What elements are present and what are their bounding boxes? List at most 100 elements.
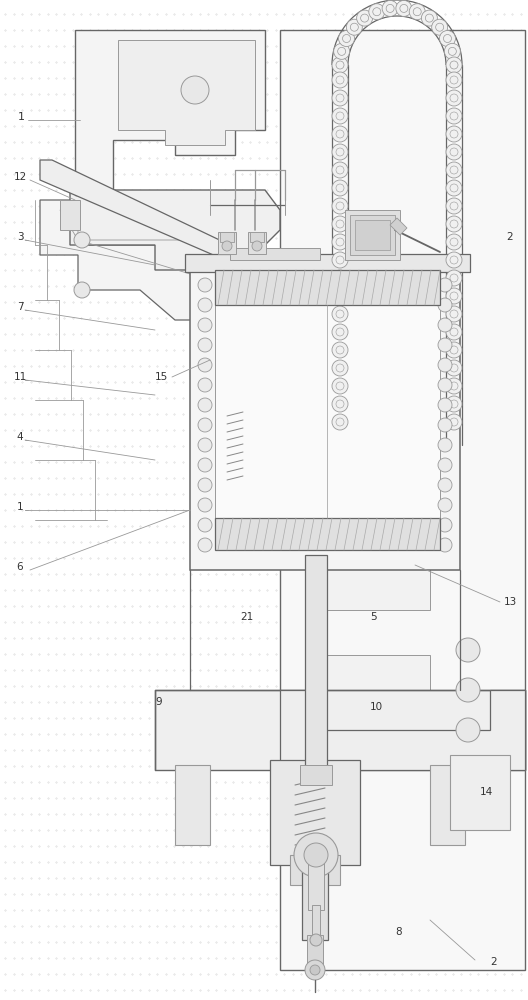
Circle shape [310, 934, 322, 946]
Circle shape [446, 414, 462, 430]
Circle shape [332, 270, 348, 286]
Circle shape [198, 478, 212, 492]
Text: 14: 14 [480, 787, 493, 797]
Bar [250, 232, 264, 242]
Circle shape [198, 538, 212, 552]
Circle shape [438, 458, 452, 472]
Circle shape [438, 438, 452, 452]
Bar [270, 760, 360, 865]
Bar [215, 305, 440, 518]
Bar [312, 905, 320, 935]
Circle shape [438, 538, 452, 552]
Circle shape [456, 718, 480, 742]
Circle shape [438, 278, 452, 292]
Circle shape [438, 378, 452, 392]
Circle shape [446, 378, 462, 394]
Circle shape [198, 318, 212, 332]
Bar [155, 690, 525, 770]
Circle shape [409, 4, 425, 20]
Circle shape [446, 57, 462, 73]
Circle shape [310, 965, 320, 975]
Circle shape [446, 108, 462, 124]
Circle shape [382, 0, 398, 16]
Circle shape [446, 126, 462, 142]
Circle shape [446, 252, 462, 268]
Text: 5: 5 [370, 612, 376, 622]
Bar [215, 518, 440, 550]
Circle shape [74, 232, 90, 248]
Bar [290, 855, 340, 885]
Circle shape [446, 288, 462, 304]
Circle shape [332, 180, 348, 196]
Circle shape [332, 57, 348, 73]
Circle shape [332, 324, 348, 340]
Circle shape [396, 0, 412, 16]
Circle shape [356, 10, 373, 26]
Circle shape [456, 638, 480, 662]
Bar [310, 390, 430, 470]
Circle shape [332, 288, 348, 304]
Circle shape [198, 518, 212, 532]
Polygon shape [280, 690, 525, 770]
Circle shape [305, 960, 325, 980]
Bar [185, 254, 470, 272]
Circle shape [446, 360, 462, 376]
Circle shape [304, 843, 328, 867]
Bar [190, 260, 460, 570]
Circle shape [446, 306, 462, 322]
Circle shape [332, 234, 348, 250]
Bar [300, 765, 332, 785]
Text: 1: 1 [18, 112, 25, 122]
Circle shape [346, 19, 362, 35]
Polygon shape [70, 190, 280, 270]
Text: 12: 12 [13, 172, 26, 182]
Bar [215, 270, 440, 305]
Text: 11: 11 [13, 372, 26, 382]
Circle shape [332, 90, 348, 106]
Bar [248, 232, 266, 254]
Polygon shape [40, 200, 280, 320]
Text: 2: 2 [490, 957, 497, 967]
Bar [175, 765, 210, 845]
Text: 21: 21 [240, 612, 253, 622]
Circle shape [334, 43, 350, 59]
Text: 9: 9 [155, 697, 162, 707]
Bar [230, 248, 320, 260]
Bar [218, 232, 236, 254]
Circle shape [338, 31, 354, 47]
Bar [310, 515, 430, 610]
Circle shape [222, 241, 232, 251]
Circle shape [438, 478, 452, 492]
Bar [355, 220, 390, 250]
Circle shape [198, 458, 212, 472]
Circle shape [446, 72, 462, 88]
Text: 10: 10 [370, 702, 383, 712]
Circle shape [438, 298, 452, 312]
Circle shape [438, 498, 452, 512]
Circle shape [198, 338, 212, 352]
Circle shape [446, 324, 462, 340]
Circle shape [332, 162, 348, 178]
Text: 6: 6 [17, 562, 23, 572]
Circle shape [446, 198, 462, 214]
Circle shape [332, 378, 348, 394]
Circle shape [446, 90, 462, 106]
Text: 15: 15 [155, 372, 168, 382]
Bar [220, 232, 234, 242]
Circle shape [332, 360, 348, 376]
Bar [350, 215, 395, 255]
Circle shape [198, 358, 212, 372]
Circle shape [438, 518, 452, 532]
Circle shape [332, 414, 348, 430]
Circle shape [198, 298, 212, 312]
Circle shape [332, 144, 348, 160]
Circle shape [446, 144, 462, 160]
Circle shape [332, 198, 348, 214]
Circle shape [439, 31, 456, 47]
Text: 2: 2 [507, 232, 513, 242]
Circle shape [181, 76, 209, 104]
Circle shape [332, 342, 348, 358]
Circle shape [332, 306, 348, 322]
Circle shape [421, 10, 437, 26]
Polygon shape [60, 200, 80, 230]
